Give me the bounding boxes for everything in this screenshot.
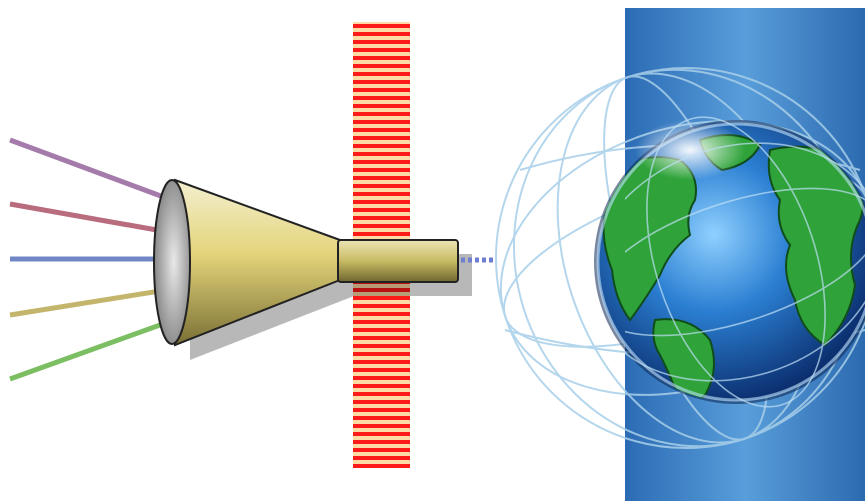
funnel [153, 178, 459, 347]
input-line-green [9, 313, 186, 382]
funnel-mouth [153, 179, 191, 345]
globe-grid-lines [625, 116, 865, 408]
earth-globe [594, 120, 865, 404]
input-line-purple [9, 137, 186, 208]
funnel-tube [337, 239, 459, 283]
